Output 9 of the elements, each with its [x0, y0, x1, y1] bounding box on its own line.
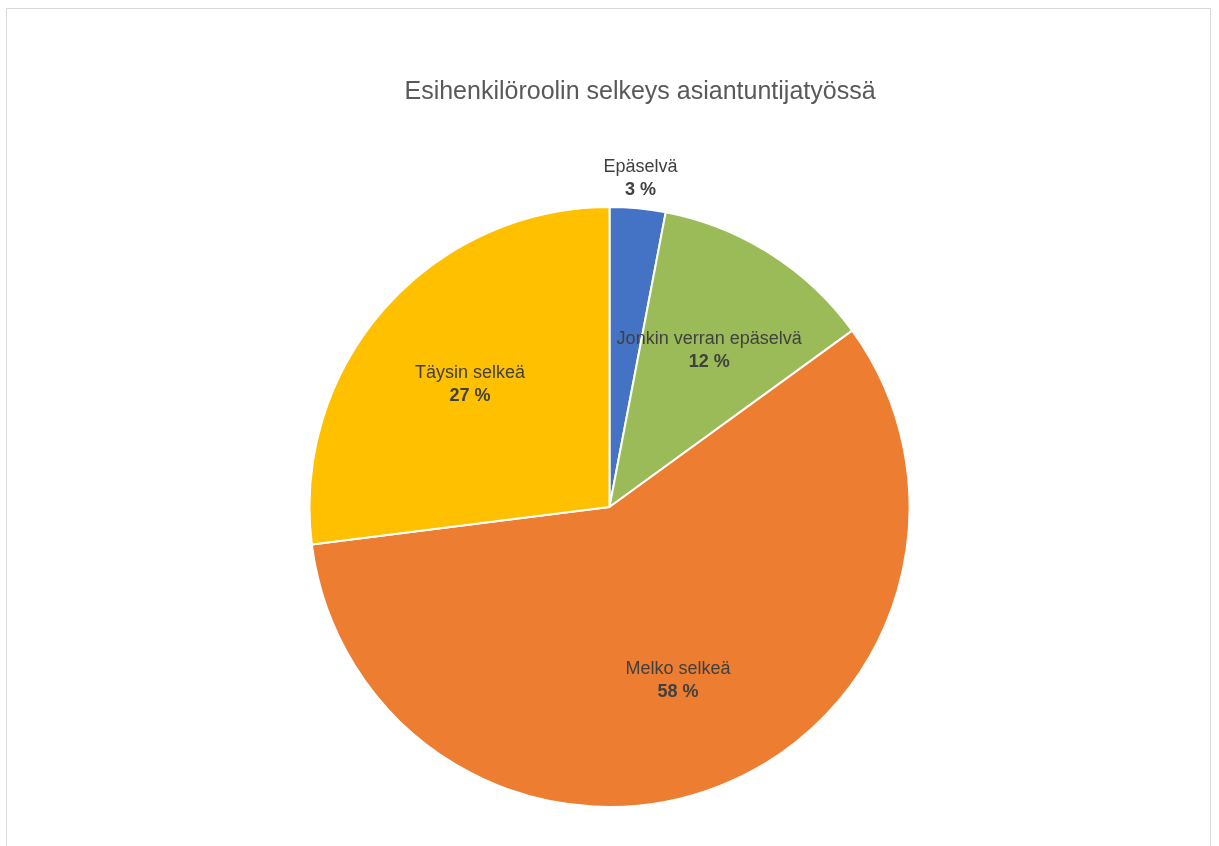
slice-label: Täysin selkeä: [414, 361, 526, 382]
data-label: 3 %: [625, 179, 657, 200]
slice-label: Jonkin verran epäselvä: [616, 327, 803, 348]
data-label: 27 %: [449, 384, 491, 405]
data-label: 58 %: [657, 680, 699, 701]
data-label: 12 %: [688, 350, 730, 371]
chart-title: Esihenkilöroolin selkeys asiantuntijatyössä: [404, 75, 876, 104]
slice-label: Melko selkeä: [625, 657, 732, 678]
slice-label: Epäselvä: [603, 156, 679, 177]
